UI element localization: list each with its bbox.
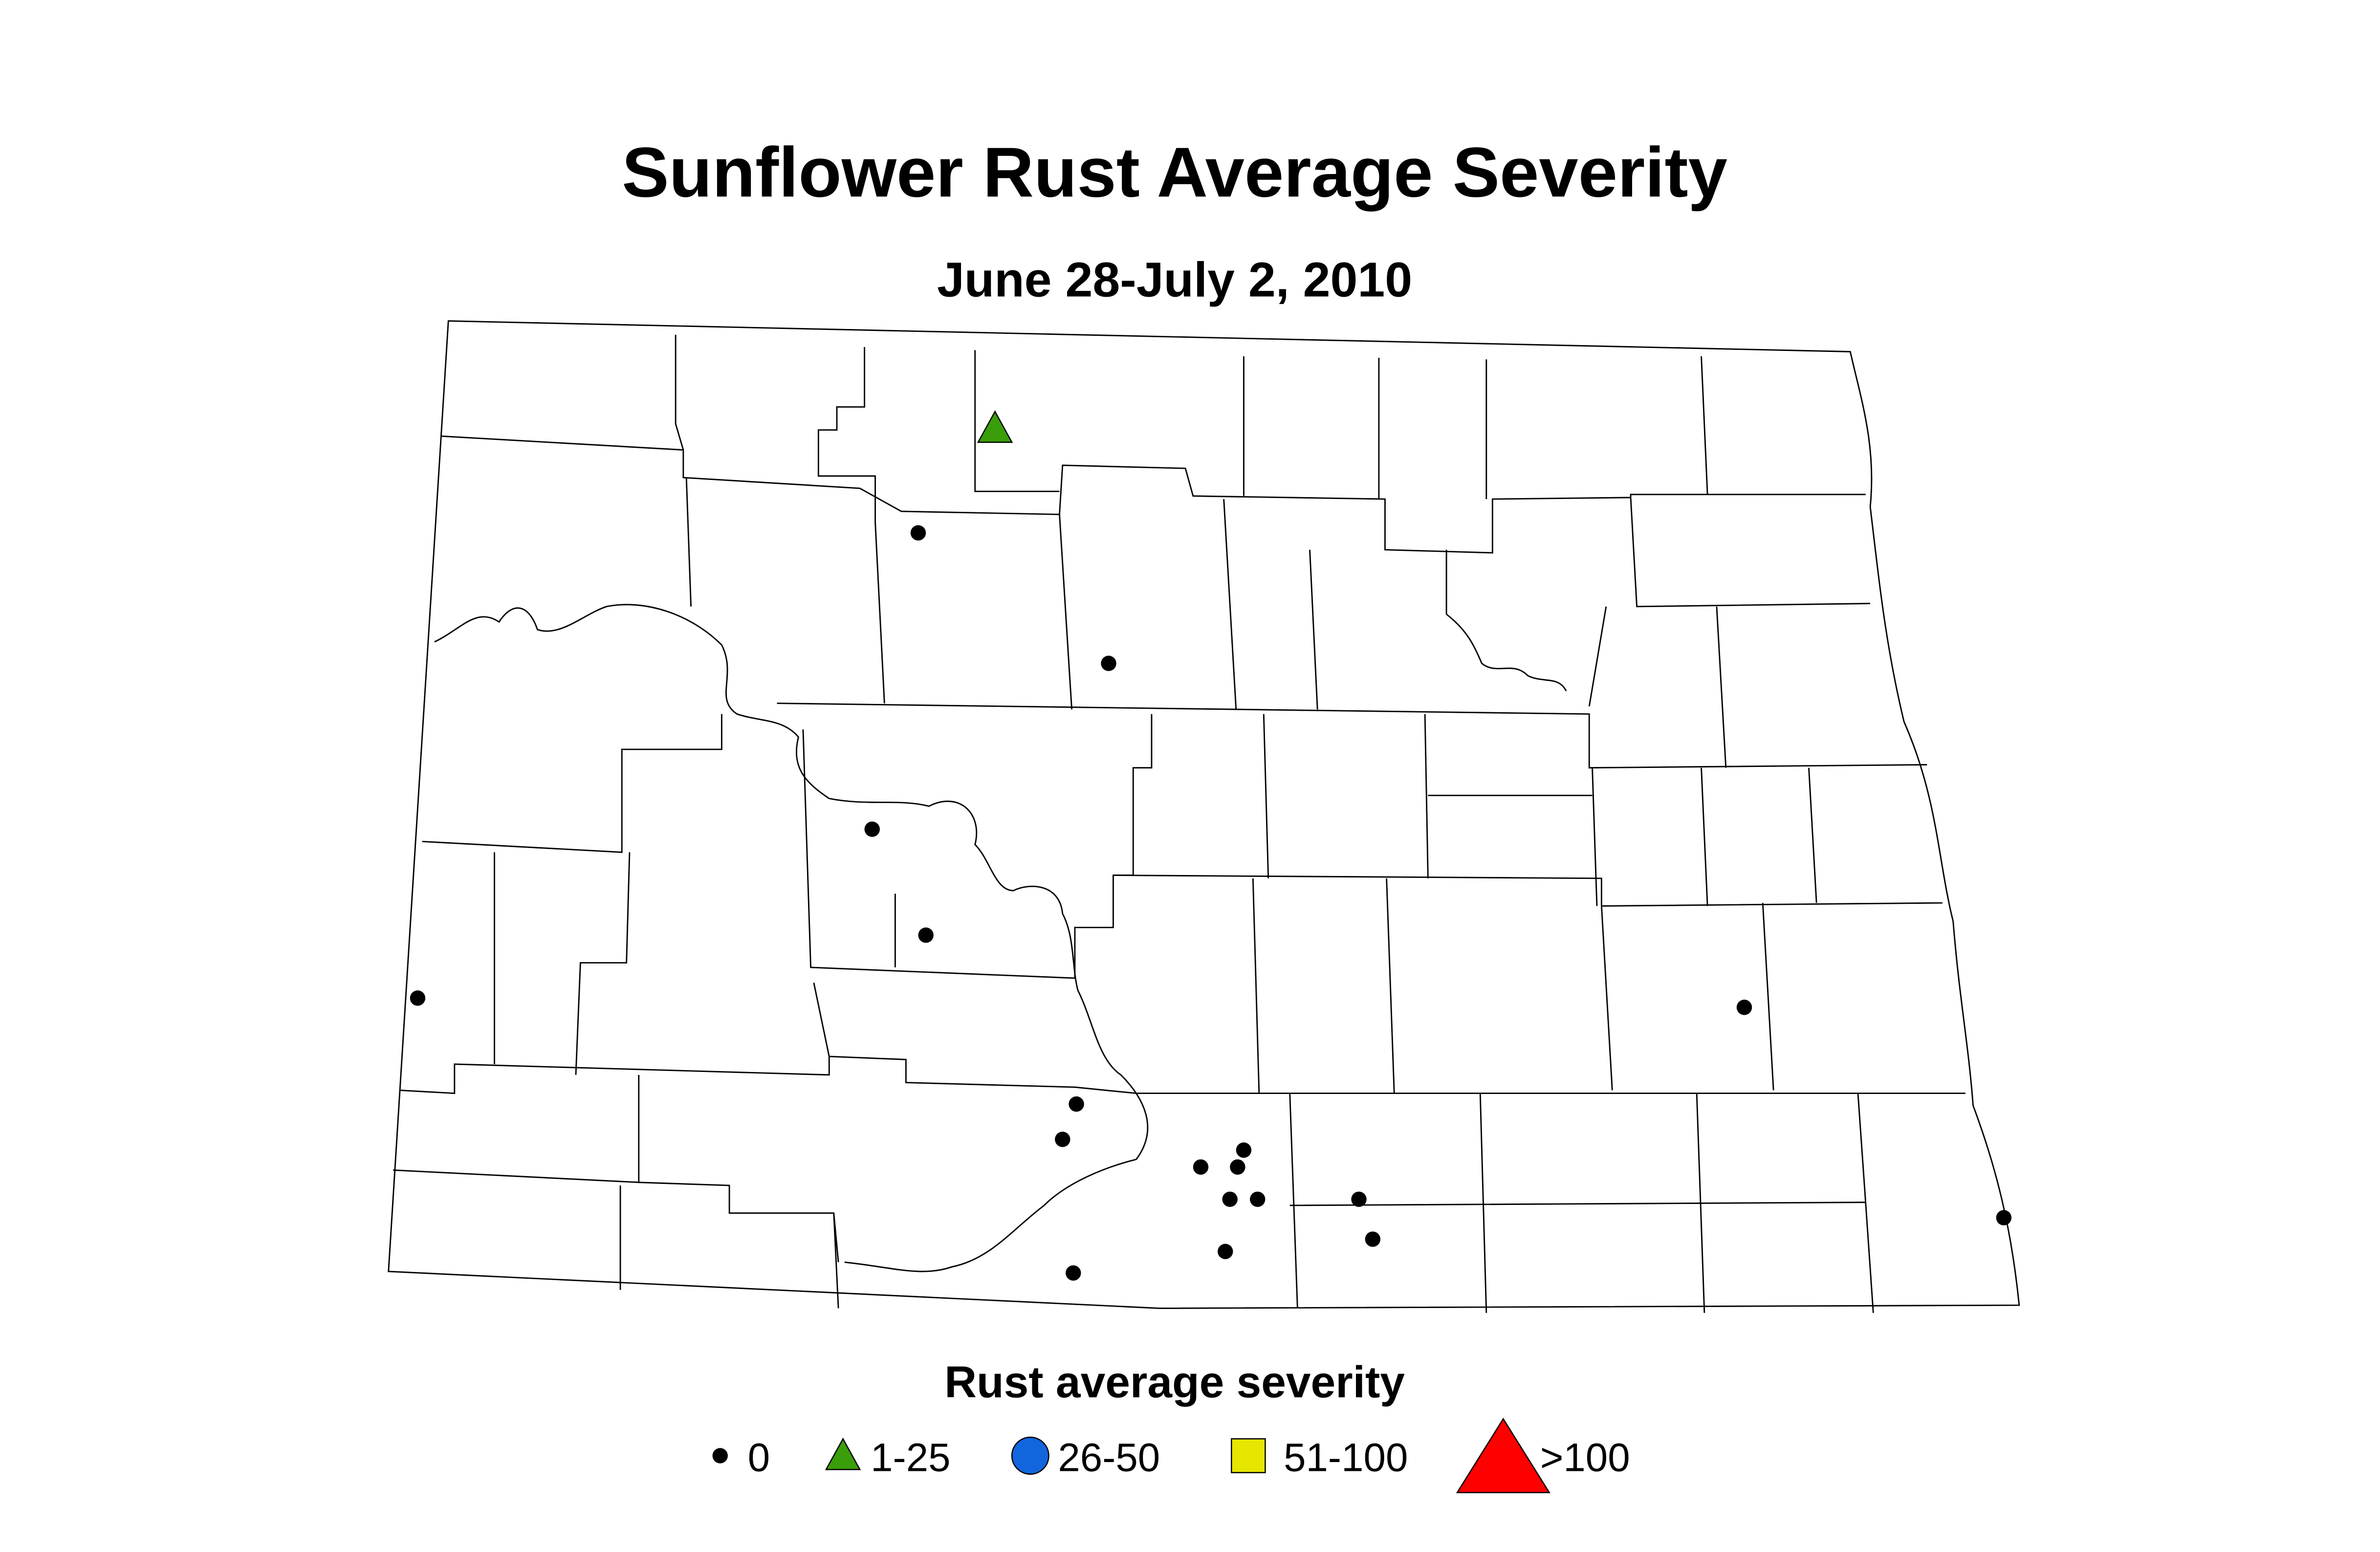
circle-symbol xyxy=(1011,1437,1049,1475)
legend-label: >100 xyxy=(1540,1435,1630,1480)
legend-label: 26-50 xyxy=(1058,1435,1160,1480)
dot-symbol xyxy=(918,927,934,943)
missouri-river xyxy=(434,604,1149,1272)
dot-symbol xyxy=(1222,1191,1238,1207)
dot-symbol xyxy=(1193,1159,1209,1175)
legend: 0 1-25 26-50 51-100 >100 xyxy=(712,1418,1630,1493)
legend-title: Rust average severity xyxy=(944,1358,1405,1407)
dot-symbol xyxy=(910,525,926,541)
dot-symbol xyxy=(1250,1191,1266,1207)
dot-symbol xyxy=(1996,1210,2012,1225)
triangle-symbol xyxy=(825,1437,861,1470)
dot-symbol xyxy=(1055,1132,1070,1147)
dot-symbol xyxy=(1365,1231,1381,1247)
dot-symbol xyxy=(864,821,880,837)
dot-symbol xyxy=(1066,1265,1081,1281)
sheyenne-river xyxy=(1446,613,1567,692)
map-subtitle: June 28-July 2, 2010 xyxy=(937,252,1412,307)
state-map xyxy=(388,320,2020,1313)
dot-symbol xyxy=(1736,1000,1752,1015)
square-symbol xyxy=(1231,1438,1266,1473)
dot-symbol xyxy=(1351,1191,1367,1207)
legend-label: 51-100 xyxy=(1284,1435,1408,1480)
dot-symbol xyxy=(1218,1244,1233,1259)
legend-label: 0 xyxy=(748,1435,770,1480)
dot-symbol xyxy=(1069,1096,1084,1112)
map-title: Sunflower Rust Average Severity xyxy=(622,132,1727,212)
dot-symbol xyxy=(1230,1159,1245,1175)
state-outline xyxy=(388,320,2020,1309)
survey-points xyxy=(410,410,2012,1281)
triangle-symbol xyxy=(977,410,1013,443)
dot-symbol xyxy=(410,990,426,1006)
dot-symbol xyxy=(1101,656,1116,671)
legend-label: 1-25 xyxy=(871,1435,950,1480)
county-lines xyxy=(393,334,1965,1313)
dot-symbol xyxy=(712,1448,728,1464)
big-triangle-symbol xyxy=(1456,1418,1550,1493)
dot-symbol xyxy=(1236,1142,1252,1158)
